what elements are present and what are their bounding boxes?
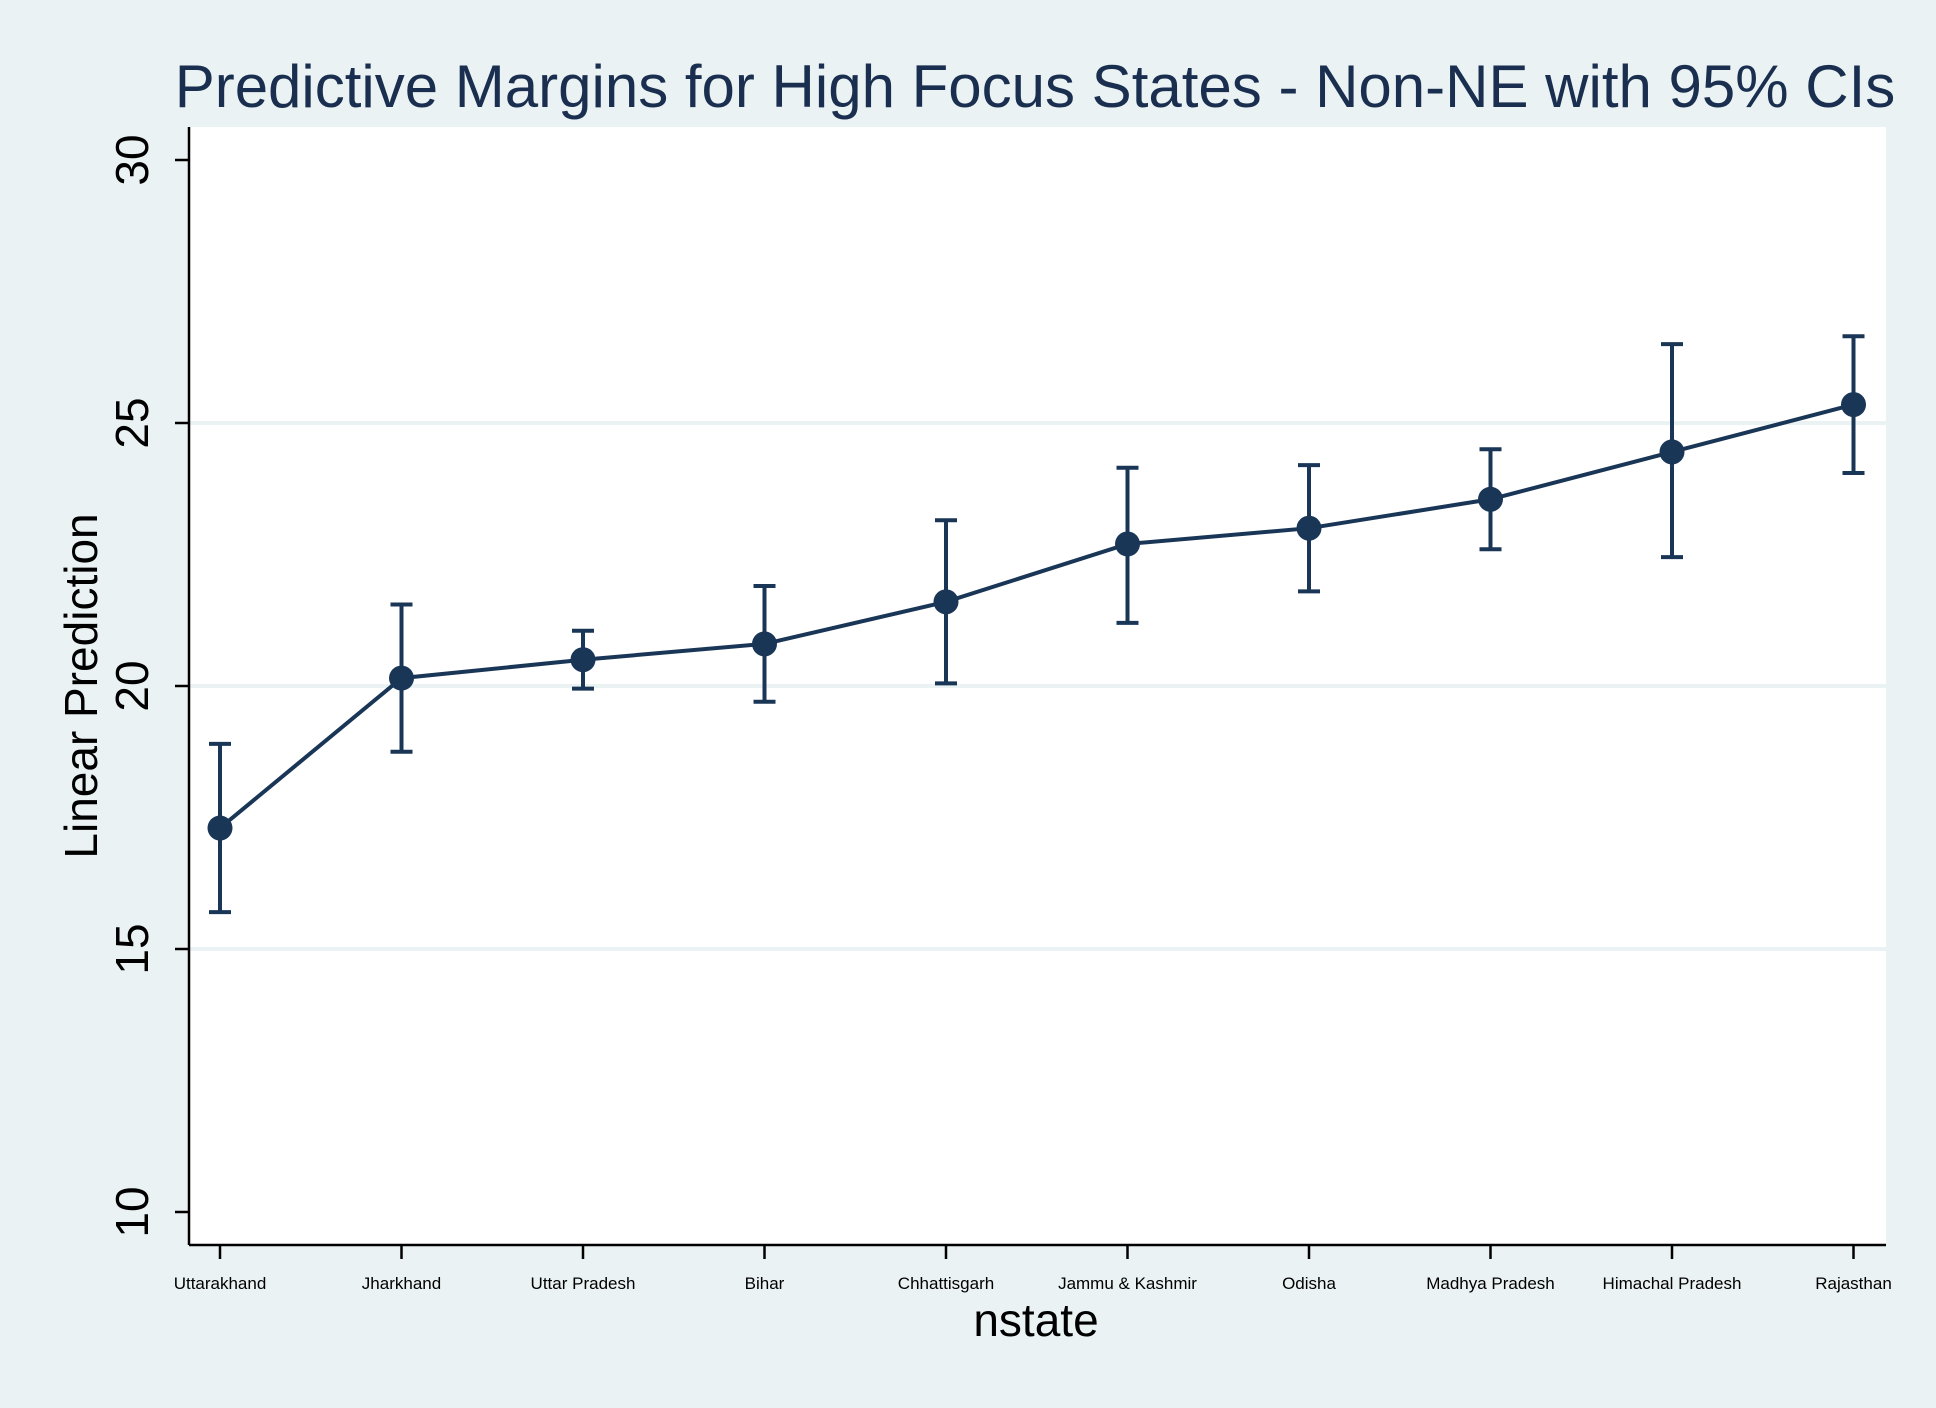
x-tick-label: Jammu & Kashmir <box>1058 1274 1197 1293</box>
points <box>207 392 1866 841</box>
series-line <box>218 402 1855 830</box>
series-line-layer <box>218 402 1855 830</box>
x-tick-label: Himachal Pradesh <box>1603 1274 1742 1293</box>
y-tick-labels: 10 15 20 25 30 <box>106 134 158 1237</box>
data-point <box>1296 515 1322 541</box>
x-tick-label: Rajasthan <box>1815 1274 1892 1293</box>
x-tick-label: Jharkhand <box>362 1274 441 1293</box>
x-tick-label: Chhattisgarh <box>898 1274 994 1293</box>
data-point <box>1478 486 1503 512</box>
x-axis-label: nstate <box>973 1294 1098 1346</box>
x-tick-label: Madhya Pradesh <box>1426 1274 1555 1293</box>
x-tick-label: Uttarakhand <box>174 1274 267 1293</box>
y-tick-label: 10 <box>106 1186 158 1237</box>
chart-title: Predictive Margins for High Focus States… <box>175 53 1896 120</box>
y-tick-label: 15 <box>106 923 158 974</box>
y-tick-label: 20 <box>106 660 158 711</box>
data-point <box>207 815 233 841</box>
data-point <box>570 647 596 673</box>
data-point <box>1115 531 1140 557</box>
x-tick-labels: Uttarakhand Jharkhand Uttar Pradesh Bihar Ch… <box>174 1274 1892 1293</box>
y-tick-label: 30 <box>106 134 158 185</box>
y-tick-label: 25 <box>106 397 158 448</box>
data-point <box>933 589 959 615</box>
data-point <box>389 665 414 691</box>
axes <box>175 127 1886 1259</box>
x-tick-label: Uttar Pradesh <box>531 1274 636 1293</box>
x-tick-label: Bihar <box>745 1274 785 1293</box>
grid <box>189 421 1886 951</box>
y-axis-label: Linear Prediction <box>55 513 107 858</box>
x-tick-label: Odisha <box>1282 1274 1336 1293</box>
data-point <box>1659 439 1685 465</box>
data-point <box>1841 392 1866 418</box>
data-point <box>752 631 777 657</box>
